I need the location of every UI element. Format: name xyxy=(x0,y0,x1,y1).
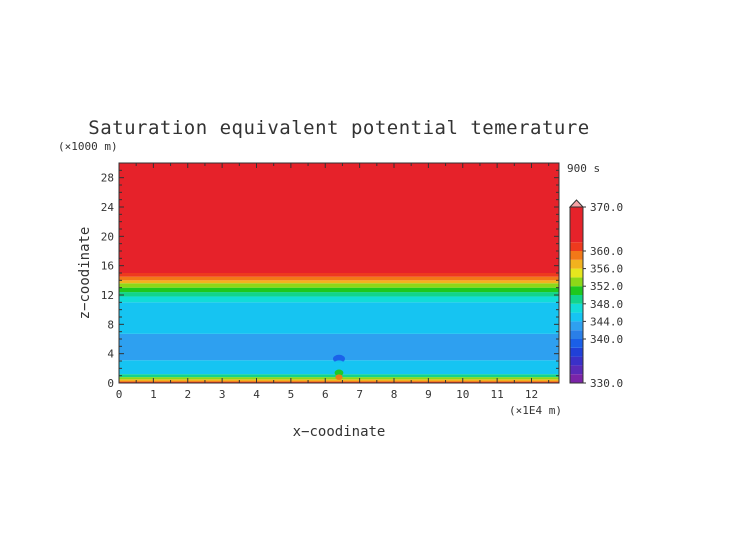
y-tick-label: 16 xyxy=(101,260,114,273)
y-tick-label: 28 xyxy=(101,172,114,185)
contour-band xyxy=(119,296,559,303)
y-tick-label: 20 xyxy=(101,230,114,243)
y-tick-label: 4 xyxy=(107,348,114,361)
colorbar-segment xyxy=(570,251,583,260)
y-tick-label: 12 xyxy=(101,289,114,302)
colorbar-label: 348.0 xyxy=(590,298,623,311)
contour-band xyxy=(119,379,559,382)
contour-band xyxy=(119,302,559,334)
x-tick-label: 7 xyxy=(356,388,363,401)
colorbar-segment xyxy=(570,321,583,331)
x-tick-label: 2 xyxy=(184,388,191,401)
colorbar-segment xyxy=(570,330,583,339)
contour-band xyxy=(119,163,559,273)
x-tick-label: 4 xyxy=(253,388,260,401)
contour-band xyxy=(119,287,559,293)
x-tick-label: 0 xyxy=(116,388,123,401)
contour-band xyxy=(119,292,559,297)
colorbar-label: 352.0 xyxy=(590,280,623,293)
x-axis-label: x−coodinate xyxy=(293,424,386,440)
colorbar-label: 330.0 xyxy=(590,377,623,390)
y-tick-label: 8 xyxy=(107,318,114,331)
y-tick-label: 24 xyxy=(101,201,115,214)
contour-band xyxy=(119,381,559,383)
colorbar-segment xyxy=(570,207,583,243)
plot-area xyxy=(118,162,560,384)
colorbar-segment xyxy=(570,365,583,375)
x-tick-label: 6 xyxy=(322,388,329,401)
y-tick-label: 0 xyxy=(107,377,114,390)
x-axis-unit: (×1E4 m) xyxy=(509,404,562,417)
x-tick-label: 8 xyxy=(391,388,398,401)
x-axis: 0 1 2 3 4 5 6 7 8 9 10 11 12 xyxy=(116,163,550,401)
colorbar-extension-arrow xyxy=(568,199,585,208)
x-tick-label: 10 xyxy=(456,388,469,401)
colorbar-segment xyxy=(570,356,583,366)
colorbar-segment xyxy=(570,277,583,287)
chart-title: Saturation equivalent potential temeratu… xyxy=(88,117,589,139)
x-tick-label: 5 xyxy=(288,388,295,401)
colorbar-segment xyxy=(570,374,583,383)
x-tick-label: 9 xyxy=(425,388,432,401)
contour-anomaly xyxy=(335,374,343,380)
contour-band xyxy=(119,276,559,281)
x-tick-label: 11 xyxy=(491,388,504,401)
colorbar-label: 370.0 xyxy=(590,201,623,214)
contour-anomaly xyxy=(333,360,345,368)
x-tick-label: 3 xyxy=(219,388,226,401)
colorbar-label: 360.0 xyxy=(590,245,623,258)
colorbar-segment xyxy=(570,268,583,278)
time-label: 900 s xyxy=(567,162,600,175)
colorbar-segment xyxy=(570,295,583,304)
colorbar-segment xyxy=(570,347,583,357)
colorbar-segment xyxy=(570,303,583,313)
colorbar-label: 344.0 xyxy=(590,315,623,328)
y-axis: 0 4 8 12 16 20 24 28 xyxy=(101,162,559,390)
y-axis-unit: (×1000 m) xyxy=(58,140,118,153)
y-axis-label: z−coodinate xyxy=(77,227,93,320)
colorbar: 330.0 340.0 344.0 348.0 352.0 356.0 360.0 370.0 xyxy=(568,199,623,390)
colorbar-segment xyxy=(570,312,583,322)
colorbar-segment xyxy=(570,242,583,251)
colorbar-label: 340.0 xyxy=(590,333,623,346)
colorbar-label: 356.0 xyxy=(590,263,623,276)
colorbar-segment xyxy=(570,259,583,269)
x-tick-label: 12 xyxy=(525,388,538,401)
x-tick-label: 1 xyxy=(150,388,157,401)
colorbar-segment xyxy=(570,339,583,348)
contour-band xyxy=(119,280,559,284)
contour-band xyxy=(119,273,559,277)
contour-anomaly xyxy=(334,369,344,376)
contour-band xyxy=(119,283,559,288)
colorbar-segment xyxy=(570,286,583,295)
contour-anomaly xyxy=(333,354,345,363)
